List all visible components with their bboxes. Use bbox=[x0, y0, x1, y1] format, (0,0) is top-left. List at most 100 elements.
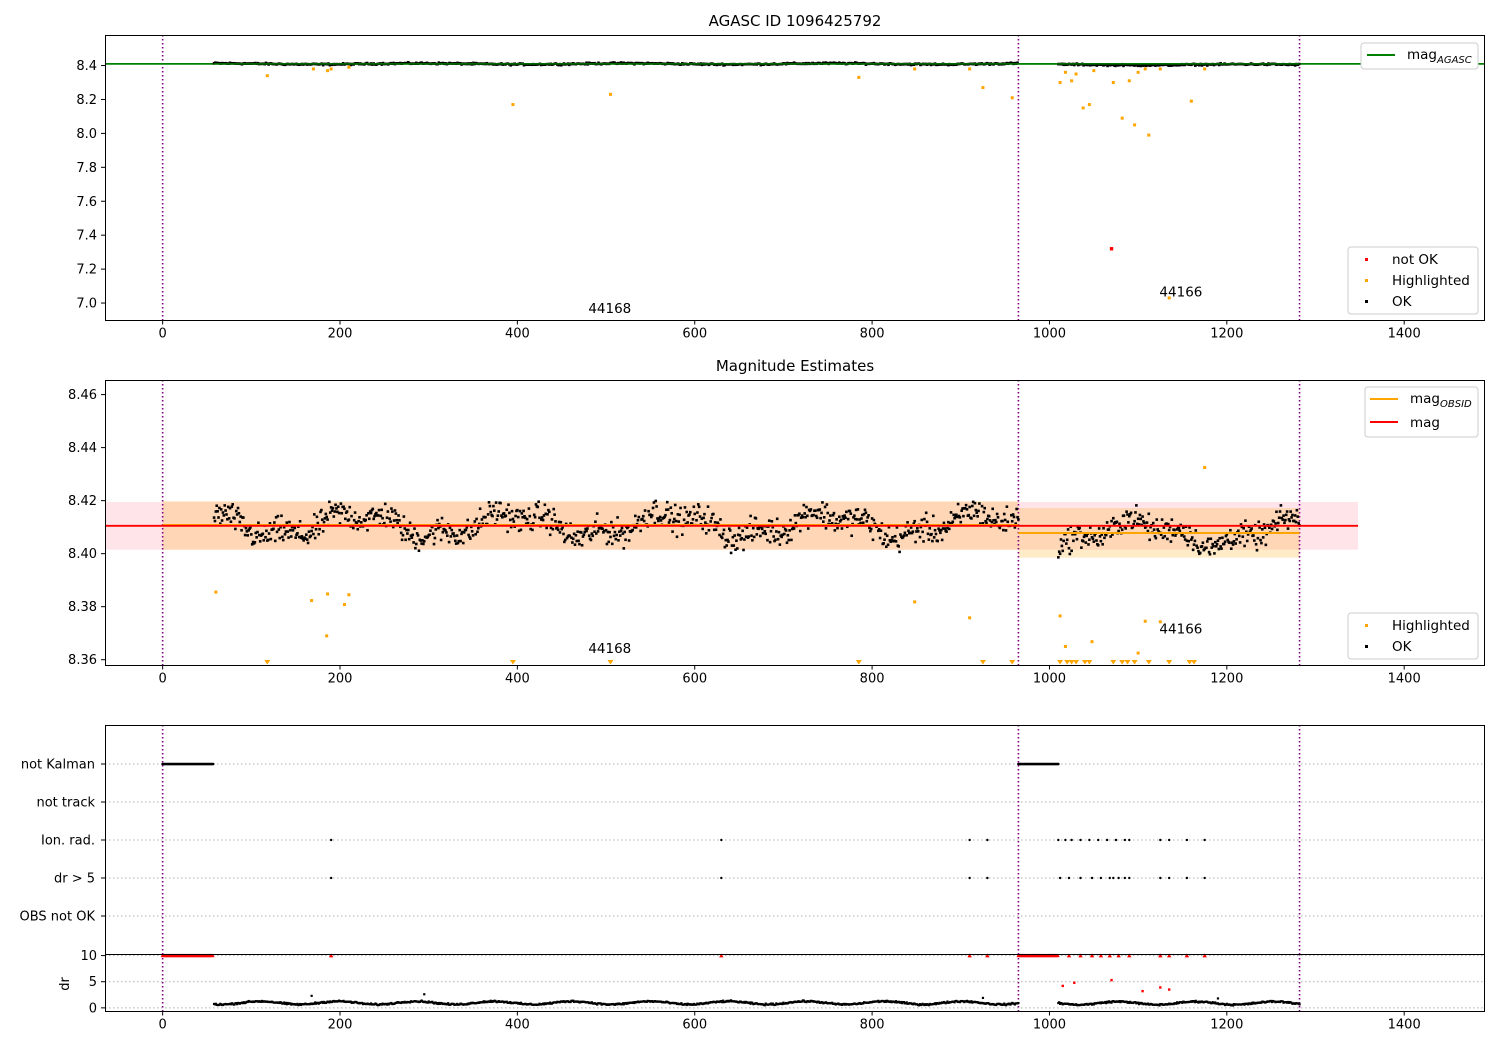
flags-3-point-2 bbox=[968, 876, 971, 880]
magnitude-estimates-ok-point-0-606 bbox=[750, 534, 753, 537]
magnitude-estimates-ok-point-0-392 bbox=[560, 527, 564, 531]
magnitude-estimates-ok-point-1-57 bbox=[1107, 528, 1111, 531]
magnitude-estimates-ok-point-0-707 bbox=[839, 518, 843, 522]
magnitude-estimates-ok-point-0-323 bbox=[499, 501, 502, 505]
magnitude-estimates-ok-point-0-417 bbox=[582, 533, 586, 537]
magnitude-estimates-ok-point-1-224 bbox=[1255, 548, 1259, 552]
magnitude-estimates-highlighted-point-5 bbox=[347, 593, 351, 597]
mag-agasc-ok-point-1-94 bbox=[1182, 63, 1185, 67]
magnitude-estimates-ok-point-0-790 bbox=[913, 519, 916, 523]
magnitude-estimates-ok-point-0-484 bbox=[641, 514, 645, 518]
magnitude-estimates-ok-point-0-190 bbox=[381, 516, 384, 520]
magnitude-estimates-ok-point-0-380 bbox=[549, 526, 553, 530]
mag-agasc-ok-point-0-488 bbox=[861, 61, 865, 65]
magnitude-estimates-ok-point-0-429 bbox=[593, 530, 596, 534]
magnitude-estimates-ok-point-0-381 bbox=[550, 518, 554, 521]
mag-agasc-highlighted-point-16 bbox=[1081, 106, 1085, 110]
magnitude-estimates-ok-point-1-170 bbox=[1207, 550, 1211, 554]
magnitude-estimates-ok-point-1-123 bbox=[1166, 537, 1169, 541]
mag-agasc-ok-point-1-172 bbox=[1285, 63, 1289, 67]
magnitude-estimates-ok-point-0-689 bbox=[823, 505, 827, 509]
flags-3-point-6 bbox=[1079, 876, 1082, 880]
magnitude-estimates-ok-point-1-250 bbox=[1278, 510, 1282, 513]
dr-red-point-3 bbox=[1141, 989, 1144, 993]
magnitude-estimates-ok-point-0-804 bbox=[925, 520, 929, 524]
mag-agasc-ok-point-1-180 bbox=[1296, 63, 1300, 67]
magnitude-estimates-ok-point-0-379 bbox=[548, 533, 552, 537]
magnitude-estimates-ok-point-1-68 bbox=[1117, 529, 1120, 533]
magnitude-estimates-ok-point-0-188 bbox=[379, 514, 383, 518]
magnitude-estimates-ok-point-0-894 bbox=[1005, 505, 1009, 508]
magnitude-estimates-ok-point-0-742 bbox=[870, 517, 874, 520]
flags-2-point-11 bbox=[1114, 838, 1118, 842]
flags-0-range-1-point-45 bbox=[1057, 762, 1060, 766]
flags-3-point-16 bbox=[1185, 876, 1189, 880]
magnitude-estimates-ok-point-0-502 bbox=[657, 517, 661, 520]
mag-agasc-ytick-label-7: 7.0 bbox=[76, 297, 97, 312]
magnitude-estimates-ok-point-0-697 bbox=[830, 522, 834, 525]
mag-agasc-ok-point-0-543 bbox=[935, 63, 938, 67]
magnitude-estimates-ok-point-0-263 bbox=[446, 534, 449, 538]
mag-agasc-ok-point-1-61 bbox=[1138, 64, 1141, 67]
magnitude-estimates-ok-point-0-152 bbox=[347, 518, 351, 521]
mag-agasc-ok-point-0-599 bbox=[1009, 61, 1013, 65]
magnitude-estimates-ok-point-0-618 bbox=[760, 527, 764, 531]
magnitude-estimates-ok-point-0-75 bbox=[279, 525, 282, 529]
magnitude-estimates-ok-point-0-278 bbox=[459, 539, 462, 543]
magnitude-estimates-ok-point-0-819 bbox=[939, 531, 942, 535]
magnitude-estimates-ok-point-1-120 bbox=[1163, 534, 1167, 538]
magnitude-estimates-ok-point-0-280 bbox=[461, 530, 464, 534]
magnitude-estimates-ok-point-0-862 bbox=[977, 509, 980, 513]
magnitude-estimates-ok-point-0-457 bbox=[618, 530, 621, 534]
magnitude-estimates-ok-point-1-181 bbox=[1217, 547, 1221, 551]
magnitude-estimates-ok-point-0-552 bbox=[702, 516, 705, 520]
magnitude-estimates-ok-point-0-160 bbox=[354, 521, 358, 524]
mag-agasc-ok-point-0-490 bbox=[864, 63, 868, 66]
flags-3-point-5 bbox=[1067, 876, 1071, 880]
magnitude-estimates-ok-point-1-220 bbox=[1252, 534, 1255, 537]
magnitude-estimates-ok-point-0-183 bbox=[375, 511, 378, 515]
magnitude-estimates-ok-point-0-603 bbox=[747, 535, 751, 538]
magnitude-estimates-ok-point-0-791 bbox=[914, 540, 917, 544]
mag-agasc-ok-point-1-46 bbox=[1118, 63, 1121, 67]
magnitude-estimates-ok-point-0-223 bbox=[410, 536, 414, 539]
mag-agasc-ok-point-0-308 bbox=[622, 61, 626, 65]
magnitude-estimates-ok-point-0-270 bbox=[452, 532, 455, 535]
magnitude-estimates-highlighted-point-12 bbox=[1143, 619, 1147, 623]
magnitude-estimates-ok-point-0-385 bbox=[554, 520, 557, 523]
magnitude-estimates-ytick-label-8.38: 8.38 bbox=[68, 600, 97, 615]
mag-agasc-ok-point-0-280 bbox=[585, 61, 588, 65]
magnitude-estimates-ok-point-0-637 bbox=[777, 530, 781, 534]
mag-agasc-ok-point-0-267 bbox=[567, 63, 571, 67]
magnitude-estimates-ok-point-0-214 bbox=[402, 515, 406, 518]
magnitude-estimates-ok-point-0-694 bbox=[828, 519, 831, 522]
magnitude-estimates-ok-point-0-459 bbox=[619, 529, 623, 532]
magnitude-estimates-ok-point-0-461 bbox=[621, 532, 625, 535]
magnitude-estimates-ok-point-1-183 bbox=[1219, 545, 1222, 548]
magnitude-estimates-ok-point-0-247 bbox=[431, 532, 435, 535]
dr-clipped-marker-12 bbox=[1166, 953, 1172, 958]
magnitude-estimates-ok-point-0-452 bbox=[613, 530, 617, 534]
magnitude-estimates-ok-point-0-563 bbox=[712, 512, 715, 516]
magnitude-estimates-ok-point-1-180 bbox=[1216, 539, 1220, 542]
magnitude-estimates-ok-point-1-203 bbox=[1237, 529, 1240, 533]
magnitude-estimates-ok-point-0-1 bbox=[213, 519, 217, 523]
magnitude-estimates-ok-point-0-256 bbox=[439, 538, 443, 542]
mag-agasc-ok-point-0-282 bbox=[587, 61, 591, 65]
magnitude-estimates-ok-point-0-2 bbox=[214, 510, 218, 513]
magnitude-estimates-ok-point-0-821 bbox=[940, 538, 944, 542]
magnitude-estimates-ok-point-0-472 bbox=[631, 528, 634, 532]
magnitude-estimates-ok-point-0-324 bbox=[500, 514, 503, 517]
magnitude-estimates-ok-point-0-738 bbox=[867, 514, 870, 517]
magnitude-estimates-ok-point-0-816 bbox=[936, 539, 940, 543]
magnitude-estimates-ok-point-0-601 bbox=[745, 526, 749, 529]
magnitude-estimates-ok-point-0-412 bbox=[578, 542, 581, 546]
magnitude-estimates-ok-point-0-818 bbox=[938, 529, 941, 532]
magnitude-estimates-ok-point-0-759 bbox=[885, 534, 889, 538]
dr-xtick-label-200: 200 bbox=[328, 1018, 353, 1033]
mag-agasc-ok-point-1-89 bbox=[1175, 64, 1179, 67]
magnitude-estimates-ok-point-0-127 bbox=[325, 515, 329, 519]
flags-ytick-label-2: Ion. rad. bbox=[41, 834, 95, 849]
magnitude-estimates-xtick-label-800: 800 bbox=[860, 672, 885, 687]
flags-3-point-10 bbox=[1112, 876, 1115, 880]
